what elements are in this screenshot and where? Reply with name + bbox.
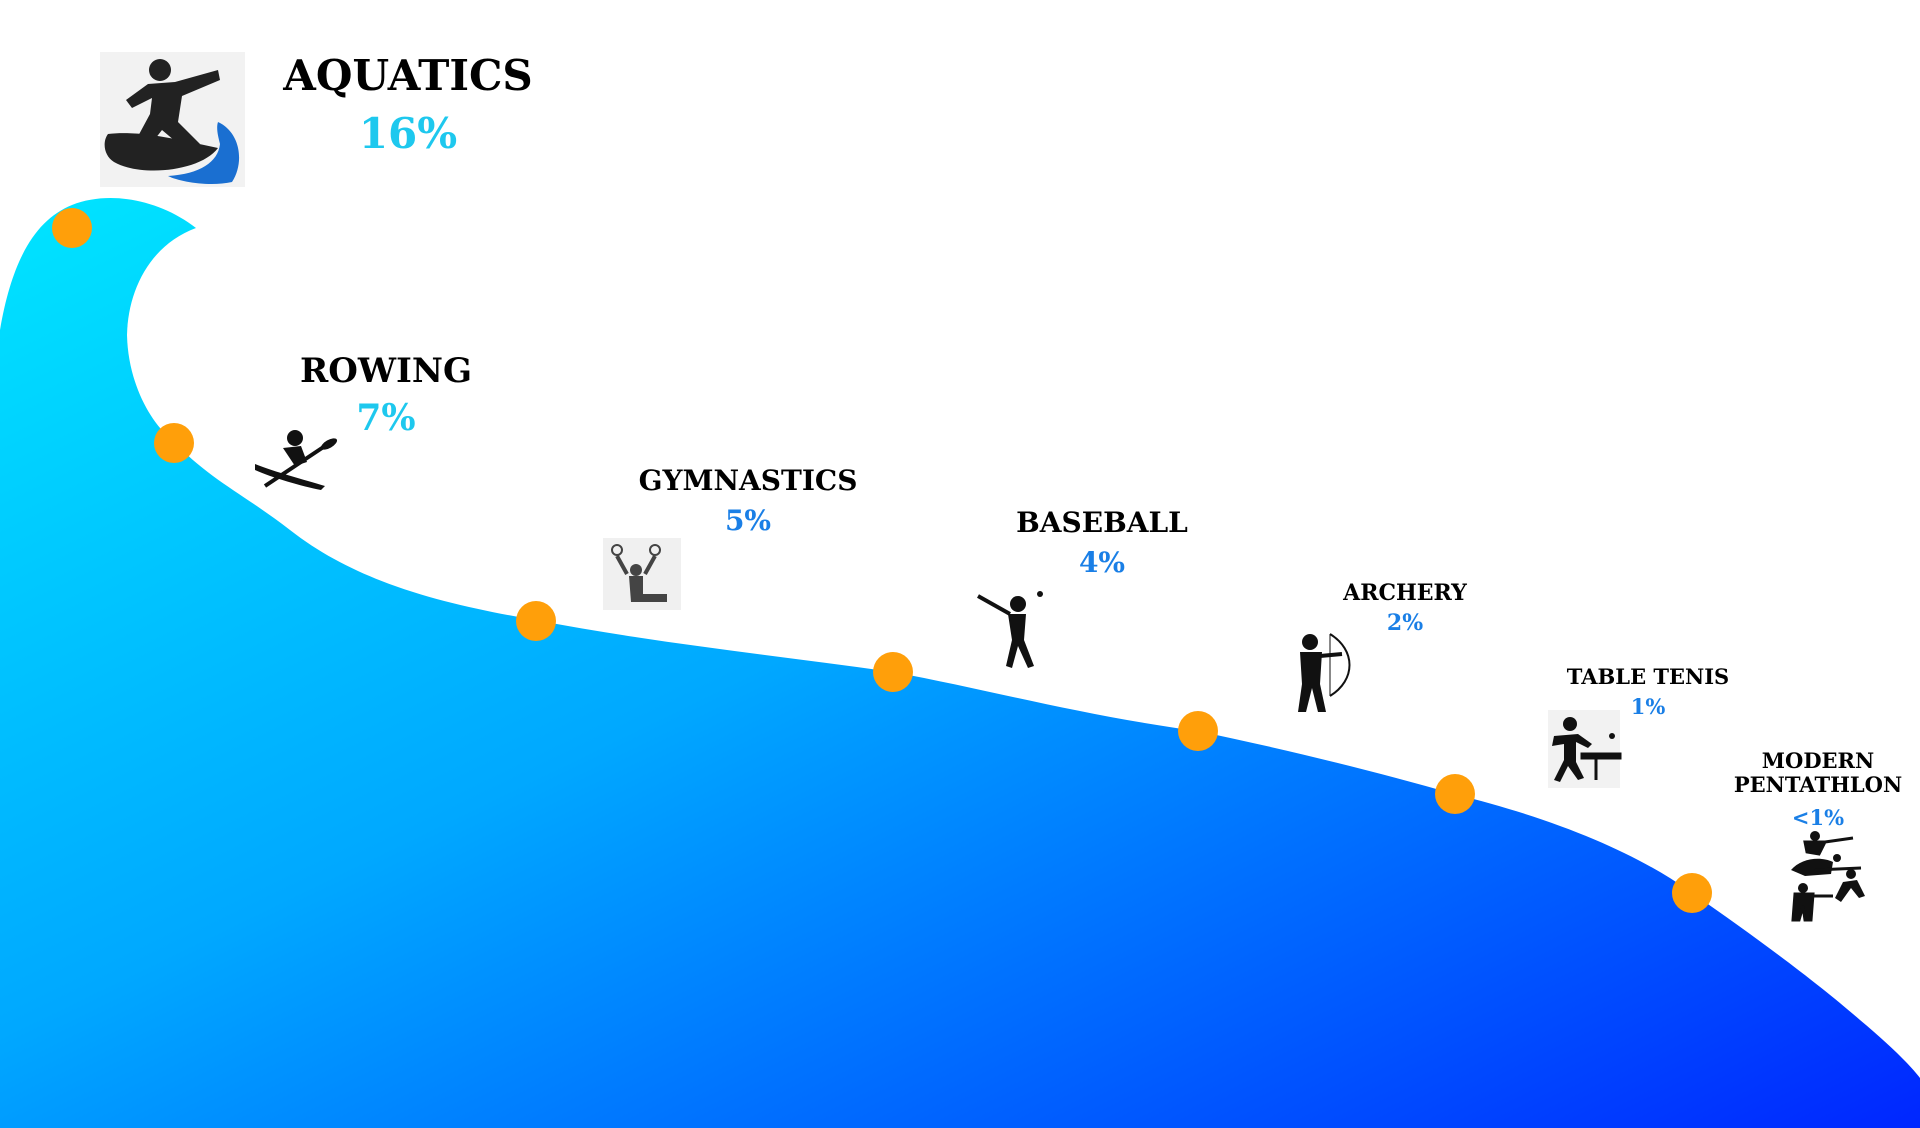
label-modern-pentathlon: MODERN PENTATHLON xyxy=(1734,748,1902,797)
value-archery: 2% xyxy=(1387,610,1423,636)
archery-icon xyxy=(1298,633,1351,712)
modern-pentathlon-icon xyxy=(1791,831,1865,922)
label-baseball: BASEBALL xyxy=(1016,506,1188,539)
marker-aquatics xyxy=(52,208,92,248)
label-aquatics: AQUATICS xyxy=(282,51,532,100)
marker-baseball xyxy=(873,652,913,692)
marker-archery xyxy=(1178,711,1218,751)
table-tennis-icon xyxy=(1548,710,1622,788)
sport-labels: AQUATICS 16% ROWING 7% GYMNASTICS 5% BASEBALL 4… xyxy=(282,51,1902,830)
marker-modern-pentathlon xyxy=(1672,873,1712,913)
label-rowing: ROWING xyxy=(300,351,472,391)
marker-rowing xyxy=(154,423,194,463)
baseball-batter-icon xyxy=(977,591,1043,668)
gymnastics-rings-icon xyxy=(603,538,681,610)
marker-gymnastics xyxy=(516,601,556,641)
surfing-icon xyxy=(100,52,245,187)
value-gymnastics: 5% xyxy=(725,504,771,537)
value-table-tenis: 1% xyxy=(1631,694,1666,719)
kayak-icon xyxy=(255,430,338,490)
label-gymnastics: GYMNASTICS xyxy=(639,464,858,497)
label-table-tenis: TABLE TENIS xyxy=(1567,664,1729,689)
sport-icons xyxy=(100,52,1865,922)
value-modern-pentathlon: <1% xyxy=(1792,805,1844,830)
value-baseball: 4% xyxy=(1079,546,1125,579)
value-rowing: 7% xyxy=(356,397,415,439)
wave-area xyxy=(0,198,1920,1128)
data-markers xyxy=(52,208,1712,913)
label-archery: ARCHERY xyxy=(1342,580,1467,606)
value-aquatics: 16% xyxy=(359,109,457,158)
marker-table-tenis xyxy=(1435,774,1475,814)
